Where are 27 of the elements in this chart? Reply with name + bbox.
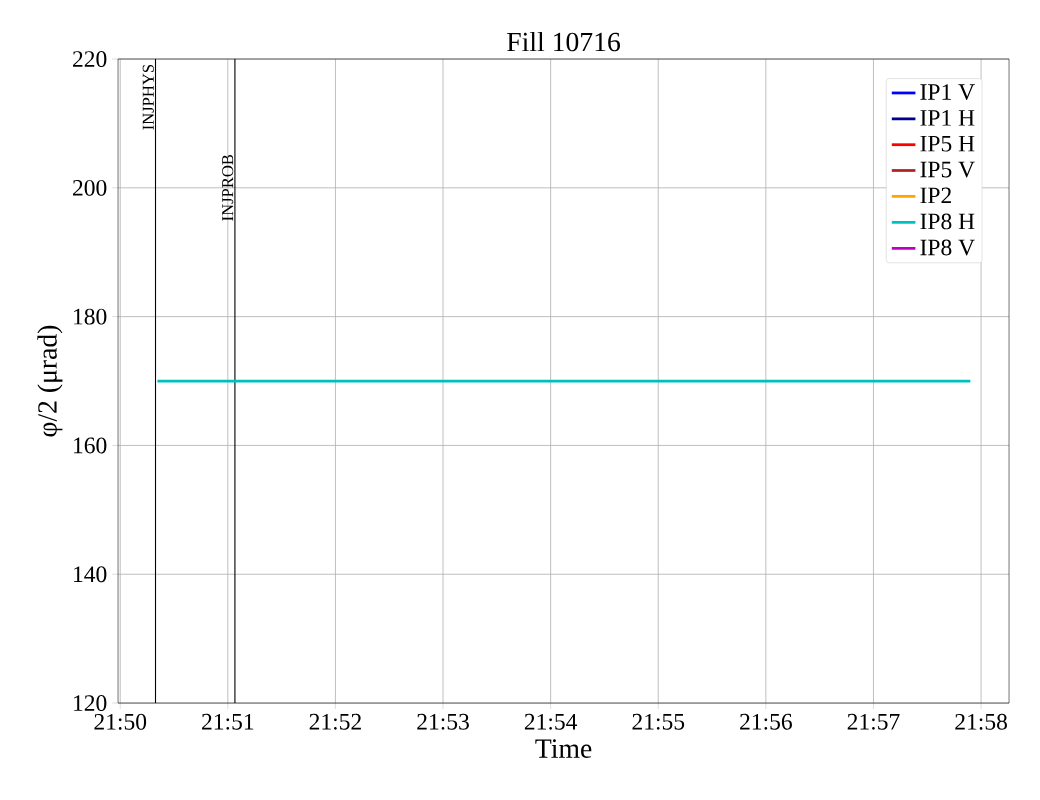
- x-tick-label: 21:51: [202, 713, 254, 730]
- y-tick-label: 220: [73, 51, 107, 67]
- y-tick-label: 200: [73, 179, 107, 196]
- x-axis-title: Time: [535, 739, 592, 758]
- x-tick-label: 21:55: [632, 713, 685, 730]
- y-tick-label: 180: [74, 308, 107, 325]
- legend-label: IP8 H: [920, 213, 975, 230]
- legend-label: IP1 H: [920, 110, 975, 126]
- y-tick-label: 120: [74, 695, 107, 711]
- legend-label: IP8 V: [920, 239, 975, 256]
- ref-line-label: INJPROB: [222, 154, 234, 221]
- legend-label: IP2: [920, 187, 951, 204]
- x-tick-label: 21:50: [94, 713, 147, 730]
- x-tick-label: 21:57: [847, 713, 900, 730]
- y-axis-title: φ/2 (μrad): [37, 325, 63, 437]
- legend-label: IP1 V: [920, 84, 975, 101]
- legend-label: IP5 H: [920, 135, 975, 152]
- x-tick-label: 21:54: [524, 713, 578, 730]
- y-tick-label: 140: [74, 566, 107, 583]
- chart-title: Fill 10716: [507, 31, 620, 52]
- x-tick-label: 21:53: [417, 713, 469, 730]
- x-tick-label: 21:56: [740, 713, 792, 730]
- x-tick-label: 21:58: [955, 713, 1007, 730]
- ref-line-label: INJPHYS: [142, 64, 154, 130]
- y-tick-label: 160: [74, 437, 107, 454]
- x-tick-label: 21:52: [309, 713, 361, 730]
- legend-label: IP5 V: [920, 161, 975, 178]
